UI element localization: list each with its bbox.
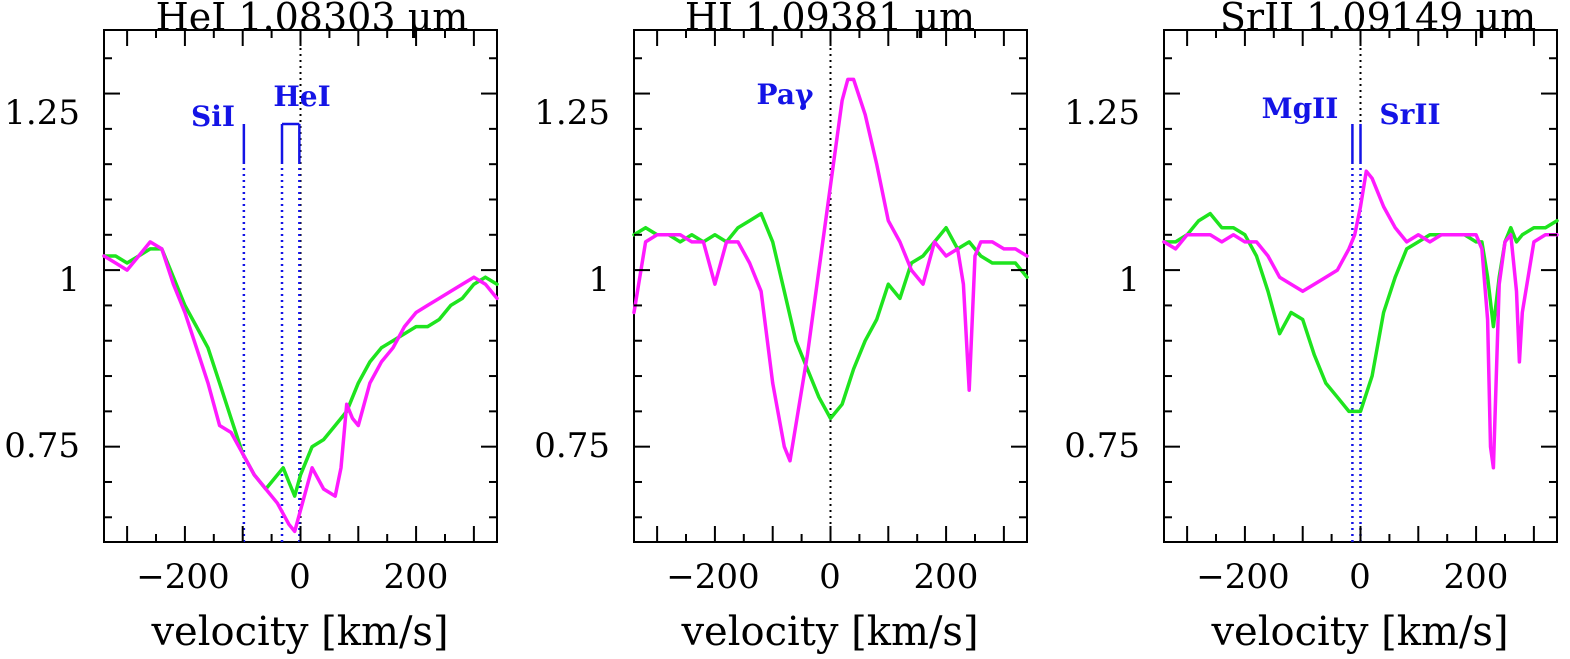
panel-hi: HI 1.09381 μm 1.25 1 0.75 −200 0 200 vel… bbox=[534, 0, 1029, 655]
marker-label-hei: HeI bbox=[273, 80, 330, 113]
tick-label-y: 1.25 bbox=[534, 93, 610, 133]
tick-label-y: 1.25 bbox=[1064, 93, 1140, 133]
x-axis-label: velocity [km/s] bbox=[1210, 609, 1508, 655]
tick-label-x: 200 bbox=[914, 557, 979, 597]
tick-label-x: 0 bbox=[289, 557, 311, 597]
tick-label-x: 200 bbox=[384, 557, 449, 597]
tick-label-x: 0 bbox=[819, 557, 841, 597]
panel-title: HeI 1.08303 μm bbox=[156, 0, 469, 39]
tick-label-y: 1 bbox=[1118, 260, 1140, 300]
tick-label-x: 0 bbox=[1349, 557, 1371, 597]
panel-title: SrII 1.09149 μm bbox=[1220, 0, 1536, 39]
tick-label-y: 1.25 bbox=[4, 93, 80, 133]
series-line-magenta bbox=[102, 240, 499, 534]
series-line-green bbox=[632, 211, 1029, 421]
tick-label-x: −200 bbox=[1196, 557, 1289, 597]
marker-label-pagamma: Paγ bbox=[757, 78, 814, 111]
x-axis-label: velocity [km/s] bbox=[150, 609, 448, 655]
x-axis-label: velocity [km/s] bbox=[680, 609, 978, 655]
tick-label-y: 1 bbox=[588, 260, 610, 300]
tick-label-y: 0.75 bbox=[4, 426, 80, 466]
marker-label-mgii: MgII bbox=[1262, 92, 1339, 125]
tick-label-y: 0.75 bbox=[534, 426, 610, 466]
tick-label-y: 0.75 bbox=[1064, 426, 1140, 466]
tick-label-y: 1 bbox=[58, 260, 80, 300]
panel-srii: SrII 1.09149 μm 1.25 1 0.75 −200 0 200 v… bbox=[1064, 0, 1559, 655]
tick-label-x: −200 bbox=[666, 557, 759, 597]
plot-frame bbox=[633, 29, 1028, 543]
marker-label-sii: SiI bbox=[191, 100, 235, 133]
series-line-green bbox=[102, 247, 499, 498]
series-line-magenta bbox=[632, 77, 1029, 463]
tick-label-x: −200 bbox=[136, 557, 229, 597]
marker-label-srii: SrII bbox=[1379, 98, 1440, 131]
series-line-magenta bbox=[1162, 169, 1559, 470]
tick-label-x: 200 bbox=[1444, 557, 1509, 597]
panel-hei: HeI 1.08303 μm 1.25 1 0.75 −200 0 200 ve… bbox=[4, 0, 499, 655]
